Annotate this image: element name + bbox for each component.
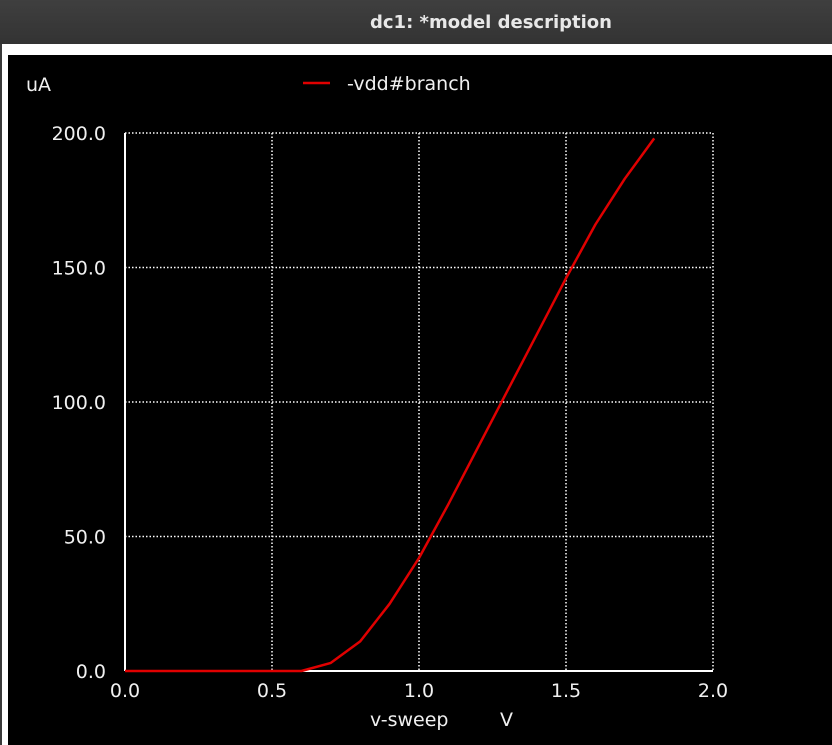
grid-lines bbox=[125, 132, 714, 671]
window-titlebar: dc1: *model description bbox=[0, 0, 832, 44]
x-tick-label: 0.0 bbox=[110, 680, 140, 702]
y-tick-label: 50.0 bbox=[64, 527, 106, 549]
x-unit-label: V bbox=[500, 709, 513, 731]
x-tick-label: 1.5 bbox=[551, 680, 581, 702]
tick-labels: 0.0 0.5 1.0 1.5 2.0 0.0 50.0 100.0 150.0 200.0 bbox=[52, 123, 729, 702]
x-tick-label: 2.0 bbox=[698, 680, 728, 702]
y-unit-label: uA bbox=[26, 74, 51, 96]
traces bbox=[125, 137, 656, 673]
y-tick-label: 100.0 bbox=[52, 392, 106, 414]
legend: -vdd#branch bbox=[303, 73, 471, 95]
y-tick-label: 150.0 bbox=[52, 258, 106, 280]
x-tick-label: 0.5 bbox=[257, 680, 287, 702]
plot-area bbox=[8, 55, 832, 745]
x-tick-label: 1.0 bbox=[404, 680, 434, 702]
window-title: dc1: *model description bbox=[370, 11, 612, 33]
legend-label: -vdd#branch bbox=[347, 73, 471, 95]
y-tick-label: 0.0 bbox=[76, 661, 106, 683]
y-tick-label: 200.0 bbox=[52, 123, 106, 145]
x-axis-label: v-sweep bbox=[370, 709, 448, 731]
series-line bbox=[125, 137, 656, 673]
